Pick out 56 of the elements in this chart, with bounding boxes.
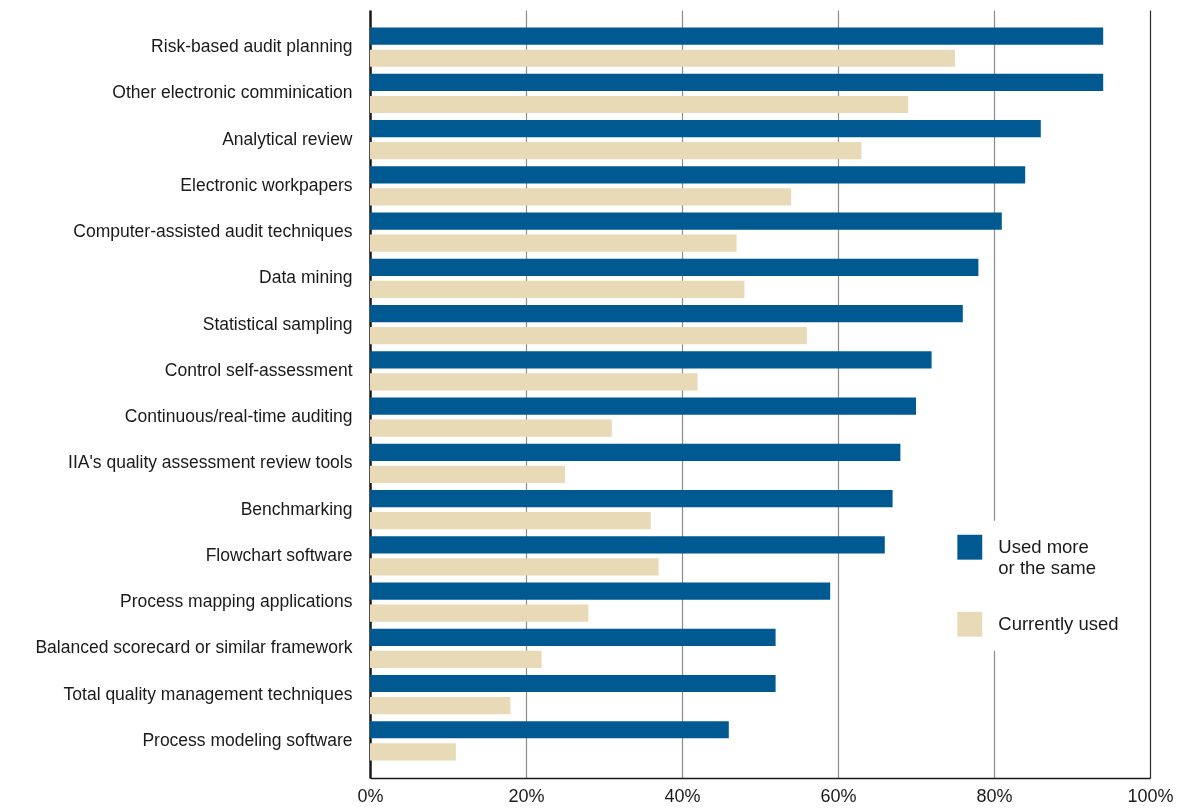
x-tick-label: 60% xyxy=(820,785,857,806)
bar xyxy=(370,188,792,206)
bar xyxy=(370,258,979,276)
bar xyxy=(370,327,807,345)
bar xyxy=(370,373,698,391)
bar xyxy=(370,49,955,67)
bar xyxy=(370,443,901,461)
bar xyxy=(370,73,1104,92)
bar xyxy=(370,27,1104,45)
y-tick-label: Total quality management techniques xyxy=(63,683,353,704)
bar xyxy=(370,351,932,369)
bar xyxy=(370,512,651,530)
bar xyxy=(370,650,542,668)
bar xyxy=(370,304,963,323)
bar xyxy=(370,721,729,739)
x-tick-label: 20% xyxy=(508,785,545,806)
y-tick-label: IIA's quality assessment review tools xyxy=(68,452,353,473)
bar xyxy=(370,489,893,508)
y-tick-label: Continuous/real-time auditing xyxy=(124,406,353,427)
bar xyxy=(370,95,909,114)
x-tick-label: 80% xyxy=(976,785,1013,806)
y-tick-label: Process mapping applications xyxy=(120,591,353,612)
bar xyxy=(370,166,1026,184)
bar xyxy=(370,582,831,600)
legend-label: Used more or the same xyxy=(998,536,1096,578)
y-tick-label: Computer-assisted audit techniques xyxy=(73,221,353,242)
y-tick-label: Control self-assessment xyxy=(164,359,353,380)
y-tick-label: Benchmarking xyxy=(240,498,353,519)
bar xyxy=(370,280,745,299)
bar xyxy=(370,465,565,484)
y-tick-label: Electronic workpapers xyxy=(180,174,353,195)
bar xyxy=(370,628,776,646)
y-tick-label: Statistical sampling xyxy=(202,313,353,334)
bar xyxy=(370,696,511,715)
y-tick-label: Flowchart software xyxy=(205,544,353,565)
bar xyxy=(370,536,885,554)
x-tick-label: 40% xyxy=(664,785,701,806)
y-tick-label: Analytical review xyxy=(222,128,353,149)
bar xyxy=(370,674,776,693)
bar xyxy=(370,743,456,761)
y-tick-label: Other electronic comminication xyxy=(112,82,353,103)
y-tick-label: Balanced scorecard or similar framework xyxy=(35,637,353,658)
bar xyxy=(370,234,737,252)
bar xyxy=(370,397,916,415)
y-tick-label: Process modeling software xyxy=(142,729,353,750)
bar xyxy=(370,558,659,576)
bar xyxy=(370,142,862,160)
y-tick-label: Data mining xyxy=(259,267,353,288)
legend-label: Currently used xyxy=(998,613,1119,635)
x-tick-label: 100% xyxy=(1127,785,1174,806)
y-tick-label: Risk-based audit planning xyxy=(151,36,353,57)
bar xyxy=(370,212,1002,230)
bar xyxy=(370,604,589,622)
bar xyxy=(370,120,1041,138)
x-tick-label: 0% xyxy=(357,785,384,806)
bar xyxy=(370,419,612,437)
